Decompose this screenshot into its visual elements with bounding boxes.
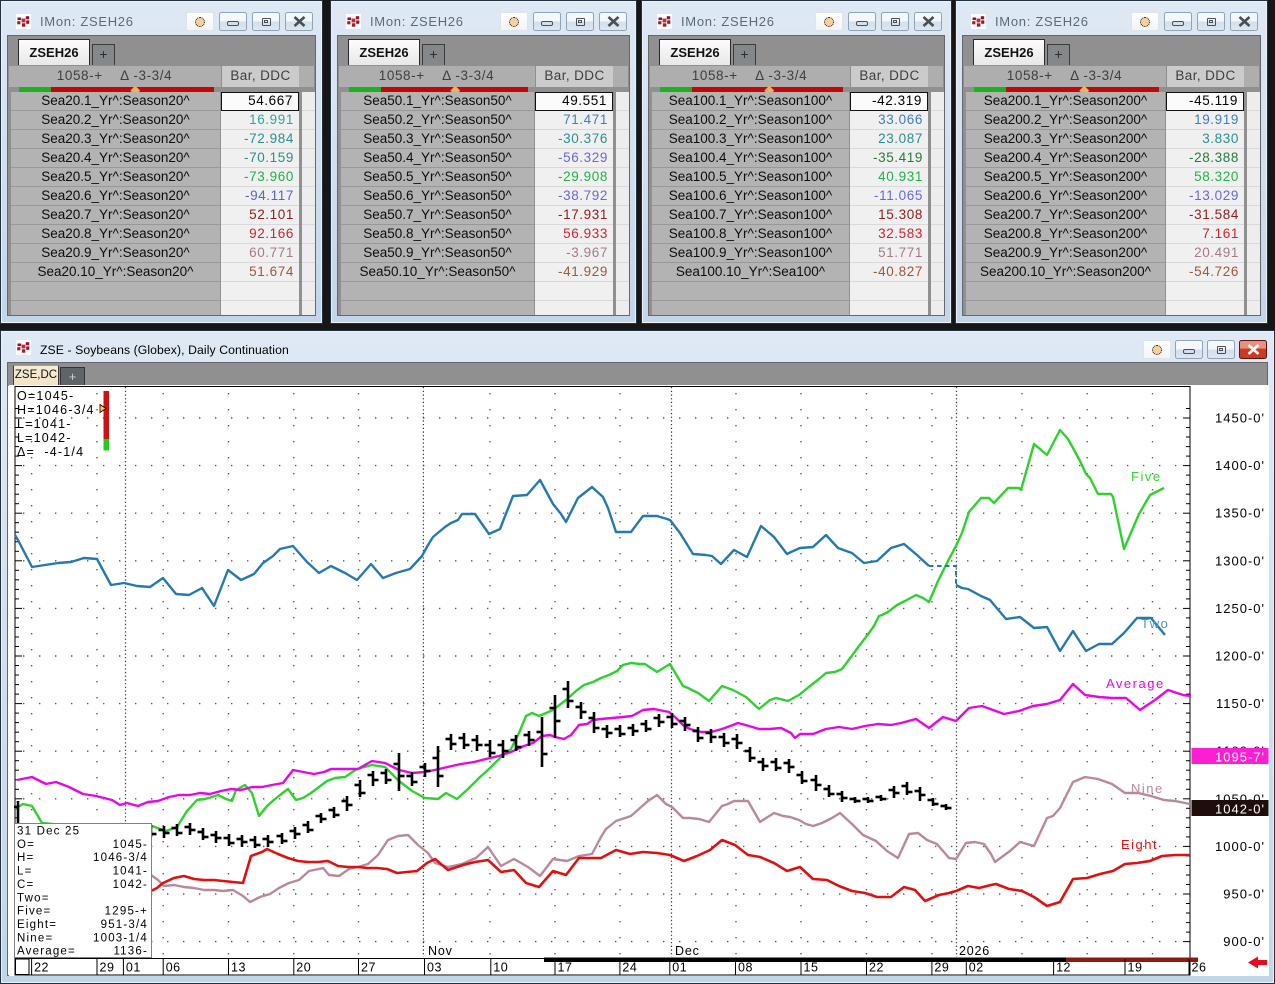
svg-text:Average: Average — [1106, 676, 1165, 691]
svg-text:H=: H= — [17, 852, 34, 864]
svg-text:2026: 2026 — [959, 944, 990, 958]
svg-text:1250-0': 1250-0' — [1215, 601, 1265, 616]
svg-text:1136-: 1136- — [113, 946, 148, 958]
svg-text:1042-0': 1042-0' — [1215, 802, 1265, 817]
svg-text:O=: O= — [17, 839, 35, 851]
svg-text:L=1042-: L=1042- — [17, 431, 72, 445]
svg-text:1450-0': 1450-0' — [1215, 411, 1265, 426]
svg-text:Nine=: Nine= — [17, 932, 53, 944]
svg-text:10: 10 — [493, 961, 508, 975]
svg-text:1095-7': 1095-7' — [1215, 750, 1265, 765]
svg-text:15: 15 — [804, 961, 819, 975]
svg-text:951-3/4: 951-3/4 — [101, 919, 148, 931]
svg-text:L=1041-: L=1041- — [17, 417, 72, 431]
svg-text:31 Dec 25: 31 Dec 25 — [17, 826, 80, 838]
svg-text:1000-0': 1000-0' — [1215, 839, 1265, 854]
svg-text:20: 20 — [296, 961, 311, 975]
svg-text:08: 08 — [738, 961, 753, 975]
svg-text:22: 22 — [869, 961, 884, 975]
svg-text:24: 24 — [622, 961, 637, 975]
svg-text:1295-+: 1295-+ — [105, 906, 148, 918]
svg-text:13: 13 — [231, 961, 246, 975]
svg-text:29: 29 — [934, 961, 949, 975]
svg-text:1042-: 1042- — [113, 879, 148, 891]
svg-text:O=1045-: O=1045- — [17, 389, 74, 403]
svg-text:900-0': 900-0' — [1223, 934, 1265, 949]
svg-text:1046-3/4: 1046-3/4 — [93, 852, 148, 864]
svg-text:1041-: 1041- — [113, 866, 148, 878]
svg-text:1400-0': 1400-0' — [1215, 458, 1265, 473]
svg-text:19: 19 — [1128, 961, 1143, 975]
svg-text:Two: Two — [1141, 616, 1169, 631]
svg-text:C=: C= — [17, 879, 34, 891]
svg-text:26: 26 — [1192, 961, 1207, 975]
svg-text:1200-0': 1200-0' — [1215, 649, 1265, 664]
svg-text:H=1046-3/4: H=1046-3/4 — [17, 403, 95, 417]
svg-text:Dec: Dec — [675, 944, 700, 958]
svg-text:27: 27 — [361, 961, 376, 975]
svg-text:01: 01 — [672, 961, 687, 975]
svg-text:02: 02 — [969, 961, 984, 975]
svg-text:29: 29 — [100, 961, 115, 975]
svg-text:1350-0': 1350-0' — [1215, 506, 1265, 521]
svg-text:Δ= -4-1/4: Δ= -4-1/4 — [17, 445, 84, 459]
svg-text:1150-0': 1150-0' — [1216, 696, 1265, 711]
svg-text:06: 06 — [166, 961, 181, 975]
svg-text:Eight: Eight — [1121, 837, 1158, 852]
svg-text:03: 03 — [427, 961, 442, 975]
svg-text:Two=: Two= — [17, 892, 50, 904]
svg-text:12: 12 — [1056, 961, 1071, 975]
svg-text:L=: L= — [17, 866, 33, 878]
svg-text:950-0': 950-0' — [1223, 887, 1265, 902]
svg-text:Five=: Five= — [17, 906, 51, 918]
svg-text:Five: Five — [1131, 469, 1162, 484]
svg-text:Average=: Average= — [17, 946, 76, 958]
svg-text:1300-0': 1300-0' — [1215, 553, 1265, 568]
svg-text:Nine: Nine — [1131, 781, 1164, 796]
svg-text:01: 01 — [126, 961, 141, 975]
svg-text:1045-: 1045- — [113, 839, 148, 851]
svg-text:Eight=: Eight= — [17, 919, 57, 931]
svg-text:Nov: Nov — [428, 944, 453, 958]
svg-text:17: 17 — [558, 961, 573, 975]
svg-text:22: 22 — [34, 961, 49, 975]
svg-text:1003-1/4: 1003-1/4 — [93, 932, 148, 944]
